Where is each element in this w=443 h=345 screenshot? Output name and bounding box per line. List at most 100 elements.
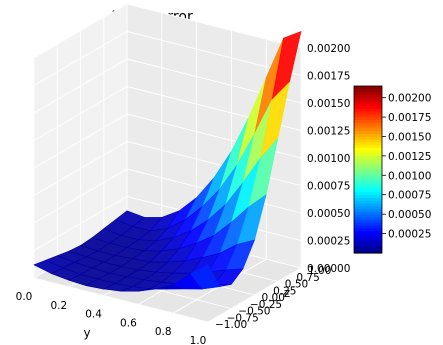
colorbar-segment <box>354 205 382 210</box>
colorbar-segment <box>354 186 382 190</box>
colorbar-segment <box>354 177 382 182</box>
colorbar-segment <box>354 211 382 215</box>
x-tick-label: 0.0 <box>16 291 33 303</box>
height-tick-label: 0.00125 <box>307 126 350 138</box>
colorbar-segment <box>354 116 382 120</box>
colorbar-segment <box>354 133 382 137</box>
colorbar-segment <box>354 91 382 95</box>
colorbar-frame <box>353 85 383 254</box>
colorbar-segment <box>354 247 382 251</box>
colorbar-segment <box>354 214 382 218</box>
colorbar-segment <box>354 191 382 196</box>
colorbar-segment <box>354 102 382 107</box>
grid-line-height <box>33 31 302 86</box>
colorbar-tick-label: 0.00025 <box>388 229 431 241</box>
colorbar-segment <box>354 230 382 235</box>
height-tick-label: 0.00075 <box>307 181 350 193</box>
colorbar-segment <box>354 175 382 179</box>
colorbar-segment <box>354 94 382 98</box>
x-axis-label: y <box>83 326 90 340</box>
grid-line-height <box>33 58 302 114</box>
x-tick-label: 0.6 <box>120 317 137 329</box>
colorbar-segment <box>354 150 382 154</box>
z-tick-label: 0.00 <box>262 292 285 304</box>
colorbar-segment <box>354 111 382 115</box>
colorbar-tick-label: 0.00125 <box>388 151 431 163</box>
colorbar-segment <box>354 202 382 207</box>
colorbar-segment <box>354 200 382 204</box>
z-tick-label: −0.75 <box>227 312 259 324</box>
x-tick-label: 0.8 <box>155 326 172 338</box>
colorbar-tick-label: 0.00050 <box>388 209 431 221</box>
colorbar-segment <box>354 127 382 132</box>
z-tick-label: −0.25 <box>250 299 282 311</box>
colorbar-segment <box>354 141 382 146</box>
z-tick-label: 0.75 <box>296 272 319 284</box>
colorbar-segment <box>354 147 382 151</box>
colorbar-segment <box>354 163 382 168</box>
axis-ticks: 0.00.20.40.60.81.0−1.00−0.75−0.50−0.250.… <box>16 43 351 345</box>
z-axis-label: z <box>284 286 290 300</box>
height-tick-label: 0.00175 <box>307 71 350 83</box>
colorbar-tick-label: 0.00150 <box>388 132 431 144</box>
colorbar-segment <box>354 241 382 246</box>
x-tick-label: 1.0 <box>190 335 207 345</box>
surface-plot <box>33 31 302 292</box>
colorbar-segment <box>354 122 382 126</box>
colorbar-segment <box>354 144 382 148</box>
x-tick-label: 0.4 <box>85 309 102 321</box>
z-tick-label: −1.00 <box>215 319 247 331</box>
colorbar-segment <box>354 97 382 101</box>
colorbar-segment <box>354 239 382 243</box>
colorbar-segment <box>354 183 382 187</box>
colorbar-tick-label: 0.00075 <box>388 190 431 202</box>
colorbar-segment <box>354 166 382 171</box>
colorbar-segment <box>354 197 382 201</box>
colorbar-segment <box>354 172 382 176</box>
colorbar-segment <box>354 236 382 240</box>
colorbar-segment <box>354 219 382 223</box>
surface-patch <box>190 264 221 290</box>
x-tick-label: 0.2 <box>50 300 67 312</box>
colorbar-segment <box>354 86 382 90</box>
colorbar-segment <box>354 208 382 212</box>
colorbar-segment <box>354 161 382 165</box>
grid-line-height <box>33 3 302 59</box>
colorbar-segment <box>354 233 382 237</box>
colorbar-segment <box>354 119 382 123</box>
colorbar-segment <box>354 105 382 109</box>
colorbar-segment <box>354 180 382 185</box>
colorbar: 0.00025 0.00050 0.00075 0.00100 0.00125 0.001… <box>353 85 431 254</box>
colorbar-segment <box>354 250 382 254</box>
z-tick-label: 0.25 <box>273 285 296 297</box>
colorbar-segment <box>354 194 382 198</box>
colorbar-segment <box>354 244 382 249</box>
height-tick-label: 0.00200 <box>307 43 350 55</box>
colorbar-tick-label: 0.00200 <box>388 93 431 105</box>
colorbar-segment <box>354 99 382 104</box>
colorbar-tick-label: 0.00100 <box>388 170 431 182</box>
height-tick-label: 0.00050 <box>307 208 350 220</box>
colorbar-segment <box>354 227 382 232</box>
colorbar-segment <box>354 222 382 226</box>
colorbar-segment <box>354 225 382 229</box>
colorbar-tick-label: 0.00175 <box>388 112 431 124</box>
colorbar-segment <box>354 113 382 118</box>
height-tick-label: 0.00000 <box>307 263 350 275</box>
height-tick-label: 0.00100 <box>307 153 350 165</box>
colorbar-segment <box>354 152 382 157</box>
colorbar-segment <box>354 130 382 134</box>
colorbar-segment <box>354 124 382 129</box>
z-tick-label: 1.00 <box>308 265 331 277</box>
colorbar-segment <box>354 216 382 221</box>
colorbar-segment <box>354 138 382 143</box>
z-tick-label: 0.50 <box>285 279 308 291</box>
colorbar-segment <box>354 155 382 159</box>
colorbar-segment <box>354 108 382 112</box>
colorbar-segment <box>354 136 382 140</box>
height-tick-label: 0.00025 <box>307 236 350 248</box>
height-tick-label: 0.00150 <box>307 98 350 110</box>
z-tick-label: −0.50 <box>238 306 270 318</box>
